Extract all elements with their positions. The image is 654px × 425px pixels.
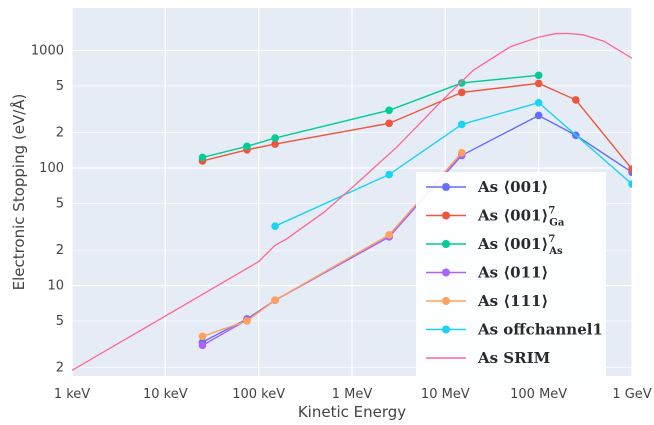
series-1 bbox=[198, 79, 636, 173]
data-point[interactable] bbox=[457, 148, 466, 157]
data-point[interactable] bbox=[457, 88, 466, 97]
y-axis-title: Electronic Stopping (eV/Å) bbox=[9, 94, 28, 291]
data-point[interactable] bbox=[385, 106, 393, 115]
series-line bbox=[202, 82, 632, 170]
x-tick-label: 1 MeV bbox=[332, 387, 373, 402]
y-tick-label: 100 bbox=[39, 161, 64, 176]
data-point[interactable] bbox=[628, 180, 636, 188]
legend-swatch-marker bbox=[442, 183, 450, 191]
data-point[interactable] bbox=[271, 222, 279, 230]
legend-item[interactable]: As ⟨001⟩7 Ga bbox=[426, 206, 565, 229]
y-tick-label: 5 bbox=[56, 196, 64, 211]
legend-swatch-marker bbox=[442, 211, 450, 220]
series-4 bbox=[198, 148, 466, 341]
data-point[interactable] bbox=[385, 170, 393, 179]
y-tick-label: 5 bbox=[56, 314, 64, 329]
y-tick-label: 10 bbox=[47, 279, 64, 294]
y-tick-label: 2 bbox=[56, 243, 64, 258]
plot-area bbox=[72, 32, 636, 371]
legend-item[interactable]: As ⟨001⟩7 As bbox=[426, 234, 563, 257]
series-line bbox=[72, 32, 632, 371]
legend-item[interactable]: As ⟨001⟩ bbox=[426, 178, 548, 196]
data-point[interactable] bbox=[271, 140, 279, 148]
data-point[interactable] bbox=[198, 341, 207, 350]
legend-swatch-marker bbox=[442, 268, 450, 277]
x-axis-title: Kinetic Energy bbox=[298, 403, 406, 421]
data-point[interactable] bbox=[534, 71, 543, 80]
data-point[interactable] bbox=[385, 231, 393, 239]
data-point[interactable] bbox=[628, 165, 636, 173]
data-point[interactable] bbox=[457, 120, 466, 129]
series-2 bbox=[198, 71, 543, 162]
x-tick-label: 10 MeV bbox=[421, 387, 470, 402]
legend-label: As ⟨001⟩7 Ga bbox=[477, 206, 565, 229]
legend-label: As SRIM bbox=[477, 349, 550, 367]
data-point[interactable] bbox=[534, 79, 543, 88]
legend-label: As offchannel1 bbox=[477, 321, 603, 339]
series-5 bbox=[271, 98, 636, 230]
x-tick-label: 1 GeV bbox=[612, 387, 651, 402]
legend-item[interactable]: As offchannel1 bbox=[426, 321, 603, 339]
y-tick-label: 2 bbox=[56, 126, 64, 141]
legend: As ⟨001⟩ As ⟨001⟩7 Ga As ⟨001⟩7 As As ⟨011⟩ As… bbox=[416, 172, 606, 376]
legend-swatch-marker bbox=[442, 297, 450, 305]
data-point[interactable] bbox=[198, 332, 207, 341]
data-point[interactable] bbox=[271, 134, 279, 142]
legend-label: As ⟨011⟩ bbox=[477, 264, 548, 282]
data-point[interactable] bbox=[534, 111, 543, 120]
x-tick-label: 10 keV bbox=[143, 387, 188, 402]
legend-swatch-marker bbox=[442, 325, 450, 334]
data-point[interactable] bbox=[243, 142, 251, 151]
legend-item[interactable]: As ⟨111⟩ bbox=[426, 292, 548, 310]
data-point[interactable] bbox=[385, 119, 393, 128]
x-tick-label: 100 keV bbox=[232, 387, 285, 402]
series-6 bbox=[72, 32, 632, 371]
y-tick-label: 5 bbox=[56, 79, 64, 94]
y-tick-label: 1000 bbox=[31, 44, 64, 59]
x-axis-ticks: 1 keV 10 keV 100 keV 1 MeV 10 MeV 100 MeV 1 Ge… bbox=[54, 387, 652, 402]
data-point[interactable] bbox=[534, 98, 543, 107]
y-axis-ticks: 2 5 10 2 5 100 2 5 1000 bbox=[31, 44, 64, 376]
series-line bbox=[202, 74, 539, 159]
legend-label: As ⟨001⟩7 As bbox=[477, 234, 563, 257]
data-point[interactable] bbox=[457, 79, 466, 87]
legend-item[interactable]: As SRIM bbox=[426, 349, 550, 367]
x-tick-label: 100 MeV bbox=[510, 387, 567, 402]
data-point[interactable] bbox=[572, 96, 580, 104]
data-point[interactable] bbox=[271, 296, 279, 305]
legend-item[interactable]: As ⟨011⟩ bbox=[426, 264, 548, 282]
legend-swatch-marker bbox=[442, 240, 450, 248]
data-point[interactable] bbox=[243, 317, 251, 325]
data-point[interactable] bbox=[198, 153, 207, 162]
legend-label: As ⟨001⟩ bbox=[477, 178, 548, 196]
y-tick-label: 2 bbox=[56, 361, 64, 376]
legend-label: As ⟨111⟩ bbox=[477, 292, 548, 310]
x-tick-label: 1 keV bbox=[54, 387, 90, 402]
